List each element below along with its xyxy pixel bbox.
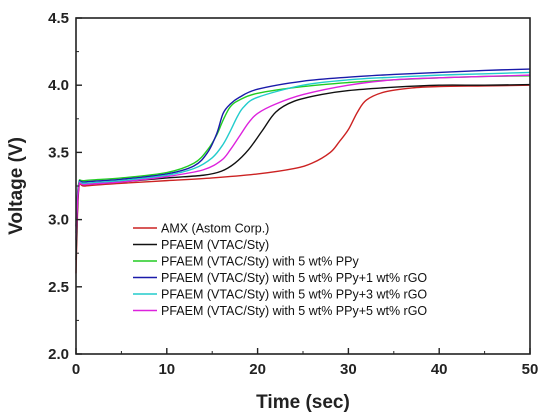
y-tick-label: 4.5 [48,10,69,27]
legend-entry-2: PFAEM (VTAC/Sty) [161,238,269,252]
series-layer [75,68,531,274]
y-tick-label: 2.0 [48,346,69,363]
y-tick-label: 3.0 [48,212,69,229]
y-tick-label: 4.0 [48,77,69,94]
x-tick-label: 10 [158,361,175,378]
series-line-2 [75,83,531,260]
legend-entry-6: PFAEM (VTAC/Sty) with 5 wt% PPy+5 wt% rG… [161,304,427,318]
series-line-3 [75,75,531,220]
x-tick-label: 30 [340,361,357,378]
y-tick-label: 3.5 [48,144,69,161]
x-tick-label: 50 [522,361,539,378]
series-line-6 [75,74,531,240]
x-axis-label: Time (sec) [256,392,350,413]
ticks-layer: 0 10 20 30 40 50 2.0 2.5 3.0 3.5 4.0 4.5 [48,10,538,378]
legend-entry-4: PFAEM (VTAC/Sty) with 5 wt% PPy+1 wt% rG… [161,271,427,285]
y-axis-label: Voltage (V) [6,137,27,235]
x-tick-label: 20 [249,361,266,378]
legend-entry-5: PFAEM (VTAC/Sty) with 5 wt% PPy+3 wt% rG… [161,288,427,302]
series-line-5 [75,71,531,234]
legend: AMX (Astom Corp.) PFAEM (VTAC/Sty) PFAEM (… [133,222,427,318]
legend-entry-3: PFAEM (VTAC/Sty) with 5 wt% PPy [161,255,359,269]
legend-entry-1: AMX (Astom Corp.) [161,222,269,236]
y-tick-label: 2.5 [48,279,69,296]
series-line-1 [75,84,531,274]
series-line-4 [75,68,531,227]
x-tick-label: 0 [72,361,80,378]
x-tick-label: 40 [431,361,448,378]
